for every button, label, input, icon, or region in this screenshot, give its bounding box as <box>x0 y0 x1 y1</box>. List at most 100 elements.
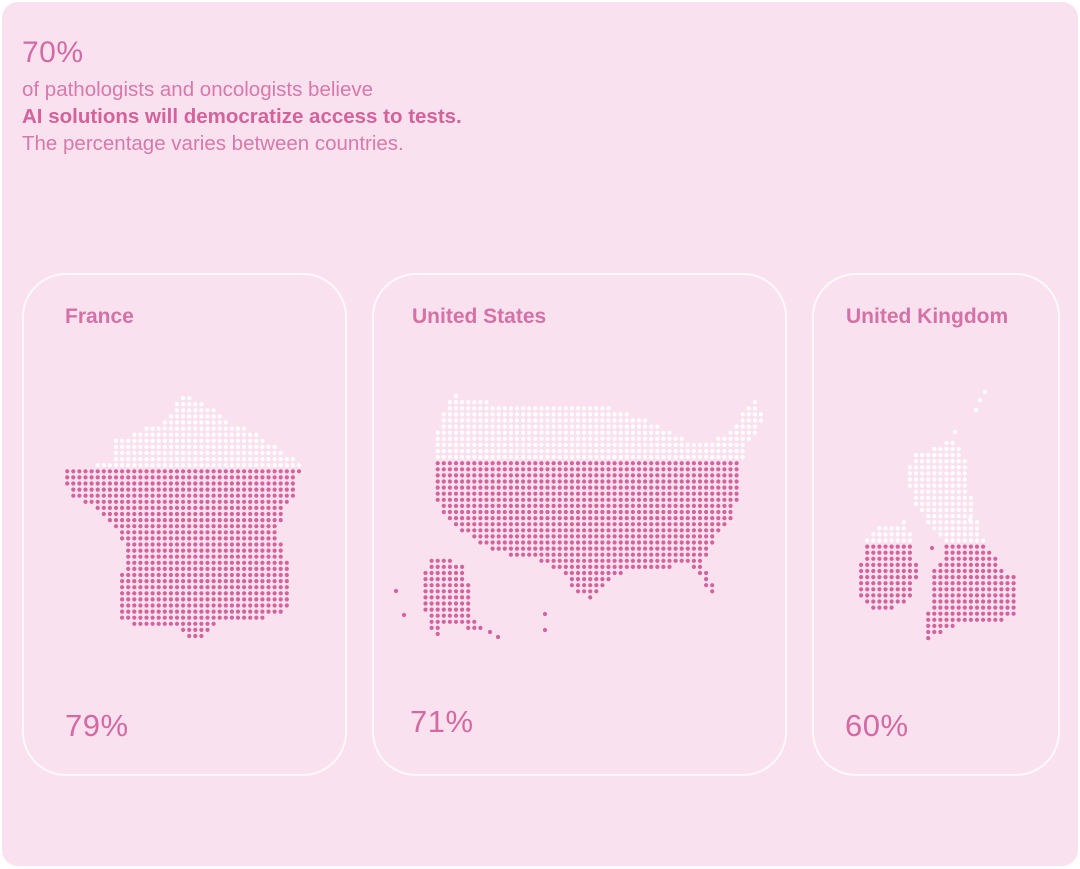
united-states-dot <box>661 503 666 508</box>
united-states-dot <box>508 522 513 527</box>
france-dot <box>113 499 119 504</box>
united-states-dot <box>484 534 489 539</box>
united-kingdom-dot <box>938 501 943 506</box>
united-kingdom-dot <box>981 562 986 568</box>
united-kingdom-dot <box>865 599 870 604</box>
france-dot <box>156 487 161 492</box>
france-dot <box>248 505 253 510</box>
france-dot <box>211 511 216 517</box>
united-kingdom-dot <box>877 575 882 580</box>
united-states-dot <box>551 455 556 460</box>
france-dot <box>223 536 228 541</box>
france-dot <box>278 603 283 608</box>
france-dot <box>150 463 155 468</box>
united-kingdom-dot <box>895 593 900 598</box>
united-states-dot <box>649 564 654 570</box>
france-dot <box>95 493 100 498</box>
france-dot <box>113 469 119 474</box>
france-dot <box>266 475 271 480</box>
united-states-dot <box>575 424 581 429</box>
united-states-dot <box>508 546 513 551</box>
france-dot <box>65 475 70 480</box>
united-kingdom-dot <box>877 605 882 610</box>
united-kingdom-dot <box>889 568 894 574</box>
france-dot <box>156 591 161 596</box>
france-dot <box>65 469 70 474</box>
france-dot <box>272 579 277 584</box>
united-states-dot <box>539 418 544 423</box>
france-dot <box>144 609 149 614</box>
united-states-dot <box>643 479 648 484</box>
france-dot <box>229 524 234 529</box>
france-dot <box>138 432 143 437</box>
united-states-dot <box>569 570 575 576</box>
united-states-dot <box>746 406 751 411</box>
france-dot <box>248 597 253 602</box>
united-states-dot <box>612 430 617 435</box>
france-dot <box>138 603 143 608</box>
united-states-dot <box>618 424 623 429</box>
france-dot <box>181 457 186 462</box>
france-dot <box>254 432 259 437</box>
united-kingdom-dot <box>974 587 980 592</box>
france-dot <box>174 518 180 523</box>
france-dot <box>217 585 222 590</box>
france-dot <box>235 591 241 596</box>
united-states-dot <box>606 540 611 545</box>
france-dot <box>168 542 173 547</box>
united-states-dot <box>508 516 513 521</box>
france-dot <box>187 438 192 443</box>
france-dot <box>242 560 247 565</box>
united-states-dot <box>569 448 575 454</box>
united-states-dot <box>496 540 501 545</box>
united-states-dot <box>691 448 697 454</box>
united-kingdom-dot <box>920 465 925 470</box>
united-states-dot <box>582 522 587 527</box>
united-states-dot <box>569 540 575 545</box>
united-states-dot <box>401 612 407 618</box>
france-dot <box>113 493 119 498</box>
france-dot <box>242 426 247 431</box>
france-dot <box>199 524 204 529</box>
france-dot <box>211 603 216 608</box>
united-states-dot <box>588 497 593 502</box>
united-states-dot <box>636 497 642 502</box>
france-dot <box>138 493 143 498</box>
france-dot <box>187 572 192 578</box>
france-dot <box>187 511 192 517</box>
united-states-dot <box>460 400 465 405</box>
france-dot <box>242 542 247 547</box>
france-dot <box>162 603 167 608</box>
france-dot <box>223 499 228 504</box>
united-states-dot <box>624 467 629 472</box>
united-states-dot <box>478 503 483 508</box>
france-dot <box>193 609 198 614</box>
united-states-dot <box>624 564 629 570</box>
united-states-dot <box>435 613 440 618</box>
france-dot <box>187 420 192 425</box>
united-states-dot <box>728 436 733 441</box>
united-states-dot <box>582 558 587 563</box>
country-name-france: France <box>65 305 134 328</box>
united-states-dot <box>435 461 440 466</box>
france-dot <box>235 548 241 553</box>
united-states-dot <box>606 564 611 570</box>
united-states-dot <box>649 540 654 545</box>
united-states-dot <box>478 448 483 454</box>
united-kingdom-dot <box>938 507 943 513</box>
united-states-dot <box>502 546 507 551</box>
united-kingdom-dot <box>981 581 986 586</box>
united-states-dot <box>618 540 623 545</box>
united-states-dot <box>697 442 703 447</box>
united-states-dot <box>502 497 507 502</box>
france-dot <box>284 463 289 468</box>
united-states-dot <box>643 509 648 515</box>
country-name-united-states: United States <box>412 305 547 328</box>
united-states-dot <box>716 509 721 515</box>
united-states-dot <box>734 485 739 490</box>
united-states-dot <box>606 455 611 460</box>
united-states-dot <box>588 589 593 594</box>
united-states-dot <box>557 461 562 466</box>
france-dot <box>113 487 119 492</box>
united-states-dot <box>496 436 501 441</box>
